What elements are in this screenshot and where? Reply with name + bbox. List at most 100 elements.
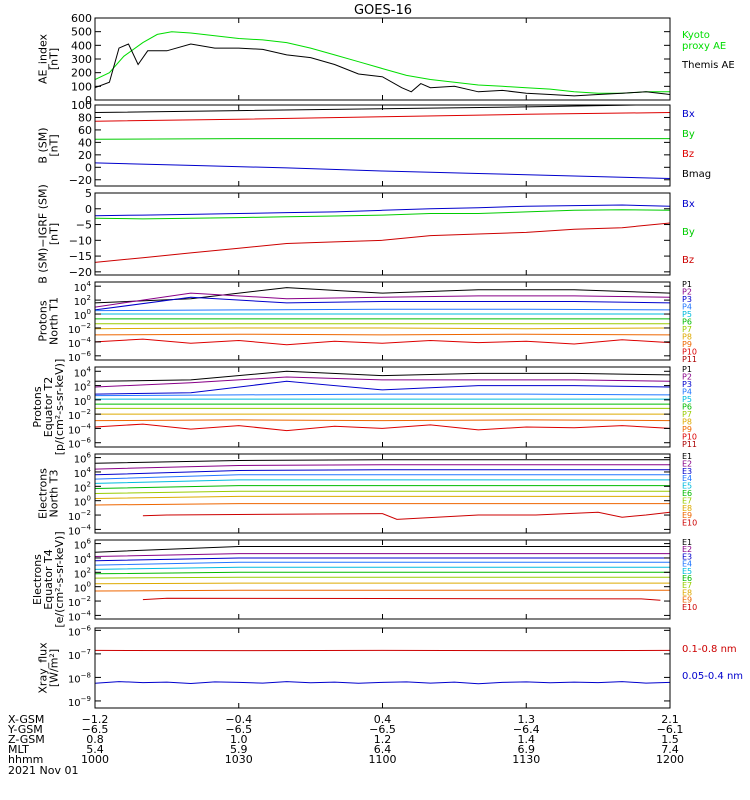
y-tick-label: 10−4 xyxy=(68,336,92,350)
y-tick-label: 104 xyxy=(74,280,92,294)
legend-label-e5: E5 xyxy=(682,482,692,491)
y-tick-label: 10−6 xyxy=(68,437,92,451)
legend-label-0-1-0-8-nm: 0.1-0.8 nm xyxy=(682,644,737,655)
y-tick-label: 200 xyxy=(71,67,92,80)
y-tick-label: 0 xyxy=(85,203,92,216)
series-line-e2 xyxy=(95,553,670,557)
row-label-mlt: MLT xyxy=(8,743,29,756)
y-tick-label: 10−2 xyxy=(68,509,91,523)
legend-label-0-05-0-4-nm: 0.05-0.4 nm xyxy=(682,671,743,682)
date-label: 2021 Nov 01 xyxy=(8,764,78,777)
panel-6-series xyxy=(95,459,670,520)
y-tick-label: 10−2 xyxy=(68,595,91,609)
y-tick-label: 104 xyxy=(74,552,92,566)
legend-label-e3: E3 xyxy=(682,552,692,561)
series-line-p4 xyxy=(95,308,670,312)
y-axis-label: AE_index xyxy=(37,33,50,84)
x-tick-label-mlt: 7.4 xyxy=(661,743,679,756)
legend-label-p10: P10 xyxy=(682,348,697,357)
panel-1-series xyxy=(95,31,670,97)
series-line-e5 xyxy=(95,479,670,484)
legend-label-p5: P5 xyxy=(682,310,692,319)
y-tick-label: 102 xyxy=(74,566,91,580)
legend-label-p9: P9 xyxy=(682,425,692,434)
series-line-kyoto-proxy-ae xyxy=(95,31,670,94)
series-line-p1 xyxy=(95,287,670,304)
legend-label-p3: P3 xyxy=(682,295,692,304)
x-tick-label-hhmm: 1100 xyxy=(369,753,397,766)
series-line-e4 xyxy=(95,561,670,566)
y-tick-label: −20 xyxy=(69,174,92,187)
series-line-e1 xyxy=(95,459,670,464)
series-line-by xyxy=(95,209,670,220)
y-axis-label: Equator T2 xyxy=(42,377,55,437)
y-tick-label: −5 xyxy=(76,219,92,232)
legend-label-p6: P6 xyxy=(682,403,692,412)
series-line-e6 xyxy=(95,485,670,489)
y-tick-label: 104 xyxy=(74,365,92,379)
legend-label-p2: P2 xyxy=(682,373,692,382)
series-line-e9 xyxy=(95,589,670,592)
series-line-p4 xyxy=(95,393,670,397)
legend-label-p11: P11 xyxy=(682,440,697,449)
y-axis-label: B (SM) xyxy=(37,127,50,163)
legend-label-p1: P1 xyxy=(682,280,692,289)
legend-label-e6: E6 xyxy=(682,489,692,498)
series-line-e9 xyxy=(95,503,670,506)
series-line-e10 xyxy=(142,597,661,601)
series-line-e7 xyxy=(95,490,670,494)
legend-label-e8: E8 xyxy=(682,504,692,513)
series-line-0-05-0-4-nm xyxy=(95,681,670,685)
series-line-p8 xyxy=(95,327,670,330)
y-axis-label: [nT] xyxy=(48,223,61,245)
x-tick-label-zgsm: 1.0 xyxy=(230,733,248,746)
x-tick-label-zgsm: 1.5 xyxy=(661,733,679,746)
y-axis-label: Equator T4 xyxy=(42,549,55,609)
row-label-y-gsm: Y-GSM xyxy=(7,723,43,736)
legend-label-p3: P3 xyxy=(682,380,692,389)
legend-label-bx: Bx xyxy=(682,109,695,120)
y-axis-label: Protons xyxy=(31,386,44,427)
legend-label-bz: Bz xyxy=(682,149,694,160)
x-tick-label-xgsm: 1.3 xyxy=(518,713,536,726)
series-line-p2 xyxy=(95,376,670,388)
x-tick-label-xgsm: 2.1 xyxy=(661,713,679,726)
x-tick-label-xgsm: −0.4 xyxy=(225,713,252,726)
series-line-p3 xyxy=(95,296,670,311)
y-tick-label: 0 xyxy=(85,161,92,174)
legend-label-p8: P8 xyxy=(682,333,692,342)
x-tick-label-xgsm: −1.2 xyxy=(82,713,109,726)
series-line-e10 xyxy=(142,511,670,520)
y-axis-label: B (SM)−IGRF (SM) xyxy=(37,184,50,284)
x-tick-label-mlt: 6.4 xyxy=(374,743,392,756)
legend-label-bmag: Bmag xyxy=(682,169,711,180)
y-tick-label: 100 xyxy=(71,99,92,112)
legend-label-p7: P7 xyxy=(682,325,692,334)
y-axis-label: Protons xyxy=(37,300,50,341)
series-line-p2 xyxy=(95,292,670,308)
y-tick-label: 106 xyxy=(74,538,92,552)
series-line-e4 xyxy=(95,474,670,480)
x-tick-label-xgsm: 0.4 xyxy=(374,713,392,726)
y-tick-label: 100 xyxy=(71,80,92,93)
legend-label-e2: E2 xyxy=(682,545,692,554)
y-tick-label: 100 xyxy=(74,581,91,595)
series-line-p10 xyxy=(95,423,670,432)
y-tick-label: 100 xyxy=(74,308,91,322)
legend-label-e1: E1 xyxy=(682,538,692,547)
legend-label-e7: E7 xyxy=(682,581,692,590)
x-tick-label-hhmm: 1030 xyxy=(225,753,253,766)
y-axis-label: North T3 xyxy=(48,470,61,518)
x-tick-label-zgsm: 0.8 xyxy=(86,733,104,746)
y-axis-label: [W/m²] xyxy=(48,649,61,687)
series-line-p3 xyxy=(95,380,670,395)
series-line-e3 xyxy=(95,557,670,562)
y-axis-label: Electrons xyxy=(37,468,50,519)
y-tick-label: 104 xyxy=(74,466,92,480)
y-tick-label: 10−7 xyxy=(68,648,91,662)
legend-label-e9: E9 xyxy=(682,596,692,605)
